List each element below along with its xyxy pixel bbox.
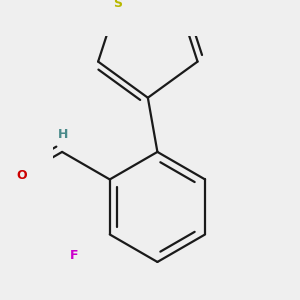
Text: H: H: [58, 128, 68, 141]
Text: S: S: [112, 0, 122, 10]
Text: O: O: [16, 169, 27, 182]
Text: F: F: [70, 249, 78, 262]
